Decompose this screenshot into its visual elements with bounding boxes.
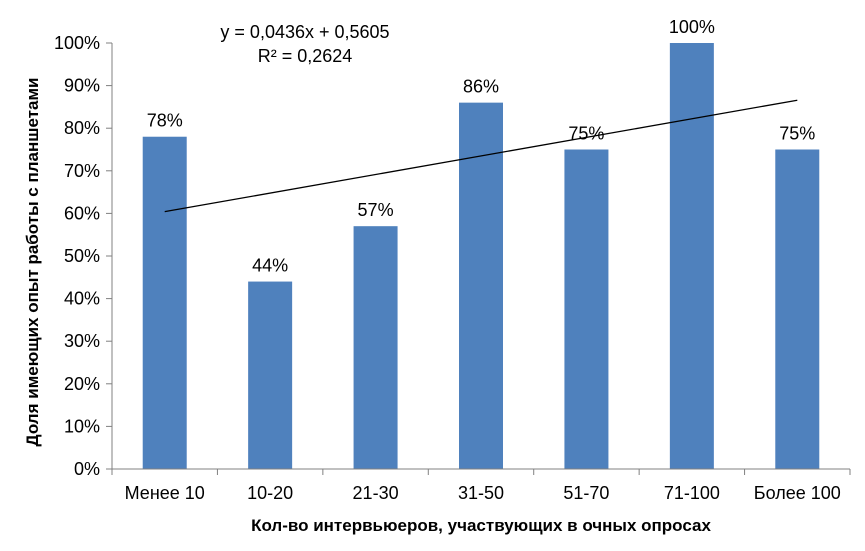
y-tick-label: 40% <box>64 289 100 309</box>
trendline-equation: y = 0,0436x + 0,5605 <box>220 22 389 42</box>
data-label: 75% <box>779 124 815 144</box>
data-label: 86% <box>463 77 499 97</box>
bar-Более 100 <box>775 149 820 469</box>
y-tick-label: 10% <box>64 416 100 436</box>
y-tick-label: 80% <box>64 118 100 138</box>
trendline-r2: R² = 0,2624 <box>258 46 353 66</box>
bar-51-70 <box>564 149 609 469</box>
data-label: 78% <box>147 111 183 131</box>
y-tick-label: 100% <box>54 33 100 53</box>
bars-group <box>142 43 820 469</box>
bar-71-100 <box>669 43 714 469</box>
data-labels-group: 78% 44% 57% 86% 75% 100% 75% <box>147 17 816 276</box>
x-tick-label: 31-50 <box>458 483 504 503</box>
y-axis-title: Доля имеющих опыт работы с планшетами <box>23 78 42 447</box>
data-label: 57% <box>358 200 394 220</box>
x-axis-title: Кол-во интервьюеров, участвующих в очных… <box>251 516 711 535</box>
x-axis: Менее 10 10-20 21-30 31-50 51-70 71-100 Более … <box>111 468 851 503</box>
trendline <box>164 99 798 213</box>
y-tick-label: 70% <box>64 161 100 181</box>
y-tick-label: 30% <box>64 331 100 351</box>
data-label: 100% <box>669 17 715 37</box>
x-tick-label: 21-30 <box>353 483 399 503</box>
y-tick-label: 20% <box>64 374 100 394</box>
x-tick-label: 51-70 <box>563 483 609 503</box>
y-tick-label: 60% <box>64 203 100 223</box>
x-tick-label: 71-100 <box>664 483 720 503</box>
x-tick-label: Менее 10 <box>125 483 205 503</box>
data-label: 75% <box>568 124 604 144</box>
bar-21-30 <box>353 226 398 469</box>
y-tick-label: 0% <box>74 459 100 479</box>
x-tick-label: 10-20 <box>247 483 293 503</box>
bar-10-20 <box>248 281 293 469</box>
bar-Менее 10 <box>142 136 187 469</box>
y-axis: 0% 10% 20% 30% 40% 50% 60% 70% 80% 90% 100% <box>54 33 113 479</box>
y-tick-label: 90% <box>64 76 100 96</box>
data-label: 44% <box>252 256 288 276</box>
y-tick-label: 50% <box>64 246 100 266</box>
x-tick-label: Более 100 <box>754 483 841 503</box>
trendline-group <box>164 99 798 213</box>
bar-31-50 <box>459 102 503 469</box>
